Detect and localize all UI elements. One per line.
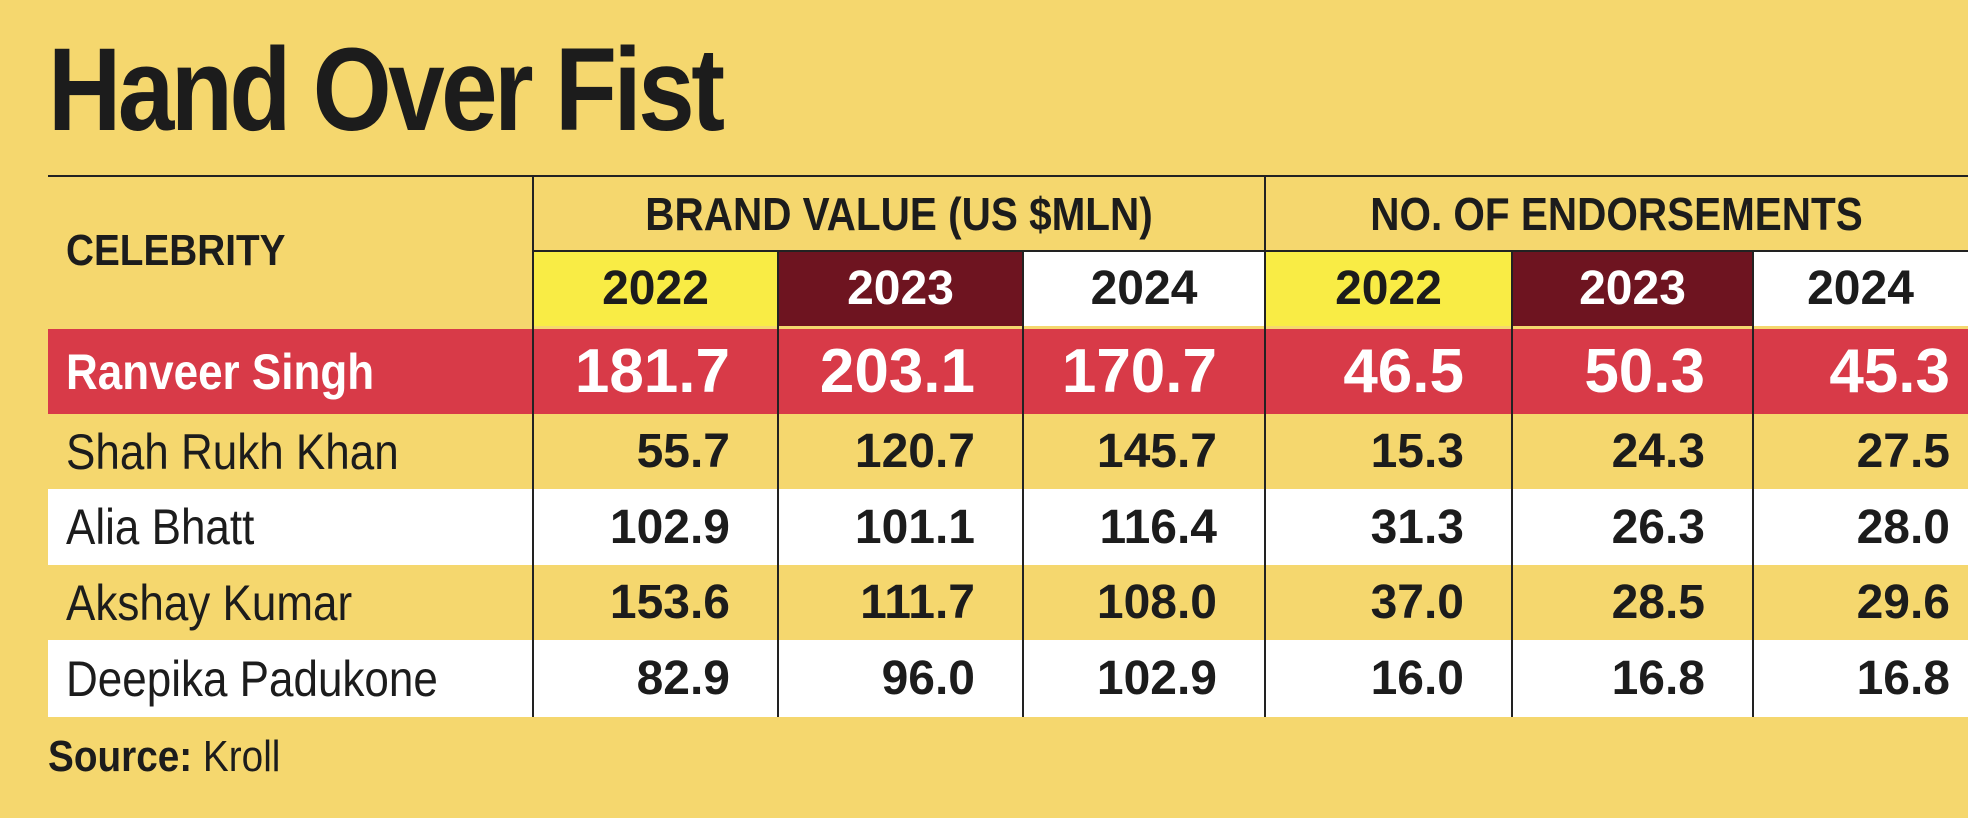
value-cell: 181.7 [574, 337, 730, 406]
column-rule [1264, 176, 1266, 717]
value-cell: 116.4 [1099, 500, 1217, 554]
value-cell: 16.0 [1370, 652, 1464, 705]
column-rule [1752, 251, 1754, 717]
group-header: BRAND VALUE (US $MLN) [645, 187, 1153, 240]
column-rule [777, 251, 779, 717]
header-rule [533, 250, 1968, 252]
celebrity-name: Deepika Padukone [66, 650, 438, 707]
value-cell: 101.1 [854, 500, 975, 554]
celebrity-name: Alia Bhatt [66, 499, 255, 555]
value-cell: 37.0 [1370, 576, 1464, 629]
value-cell: 96.0 [881, 652, 975, 705]
value-cell: 16.8 [1611, 652, 1705, 705]
row-background [48, 565, 1968, 640]
year-header: 2024 [1023, 251, 1265, 326]
value-cell: 111.7 [860, 576, 975, 629]
year-header: 2023 [778, 251, 1023, 326]
value-cell: 102.9 [1096, 652, 1217, 705]
year-header: 2022 [533, 251, 778, 326]
group-header: NO. OF ENDORSEMENTS [1370, 187, 1863, 240]
year-header: 2022 [1265, 251, 1512, 326]
value-cell: 145.7 [1096, 425, 1217, 478]
value-cell: 120.7 [854, 425, 975, 478]
value-cell: 24.3 [1611, 425, 1705, 478]
column-rule [1022, 251, 1024, 717]
row-background [48, 640, 1968, 717]
value-cell: 28.0 [1856, 500, 1950, 554]
source-text: Kroll [202, 732, 281, 781]
value-cell: 170.7 [1061, 337, 1217, 406]
row-background [48, 489, 1968, 565]
title: Hand Over Fist [48, 24, 725, 156]
value-cell: 203.1 [819, 337, 975, 406]
celebrity-name: Akshay Kumar [66, 574, 353, 631]
source-label: Source: [48, 732, 193, 781]
column-rule [1511, 251, 1513, 717]
header-celebrity: CELEBRITY [66, 226, 286, 275]
title-rule [48, 175, 1968, 177]
value-cell: 45.3 [1829, 337, 1950, 406]
value-cell: 102.9 [609, 500, 730, 554]
year-header: 2024 [1753, 251, 1968, 326]
year-header: 2023 [1512, 251, 1753, 326]
value-cell: 27.5 [1856, 425, 1950, 478]
value-cell: 16.8 [1856, 652, 1950, 705]
value-cell: 31.3 [1370, 500, 1464, 554]
value-cell: 15.3 [1370, 425, 1464, 478]
row-background [48, 414, 1968, 489]
value-cell: 82.9 [636, 652, 730, 705]
value-cell: 26.3 [1611, 500, 1705, 554]
celebrity-name: Shah Rukh Khan [66, 423, 399, 480]
column-rule [532, 176, 534, 717]
value-cell: 55.7 [636, 425, 730, 478]
value-cell: 50.3 [1584, 337, 1705, 406]
value-cell: 108.0 [1096, 576, 1217, 629]
row-background [48, 329, 1968, 414]
source: Source: Kroll [48, 732, 280, 782]
celebrity-name: Ranveer Singh [66, 343, 375, 400]
value-cell: 46.5 [1343, 337, 1464, 406]
value-cell: 153.6 [609, 576, 730, 629]
value-cell: 28.5 [1611, 576, 1705, 629]
value-cell: 29.6 [1856, 576, 1950, 629]
